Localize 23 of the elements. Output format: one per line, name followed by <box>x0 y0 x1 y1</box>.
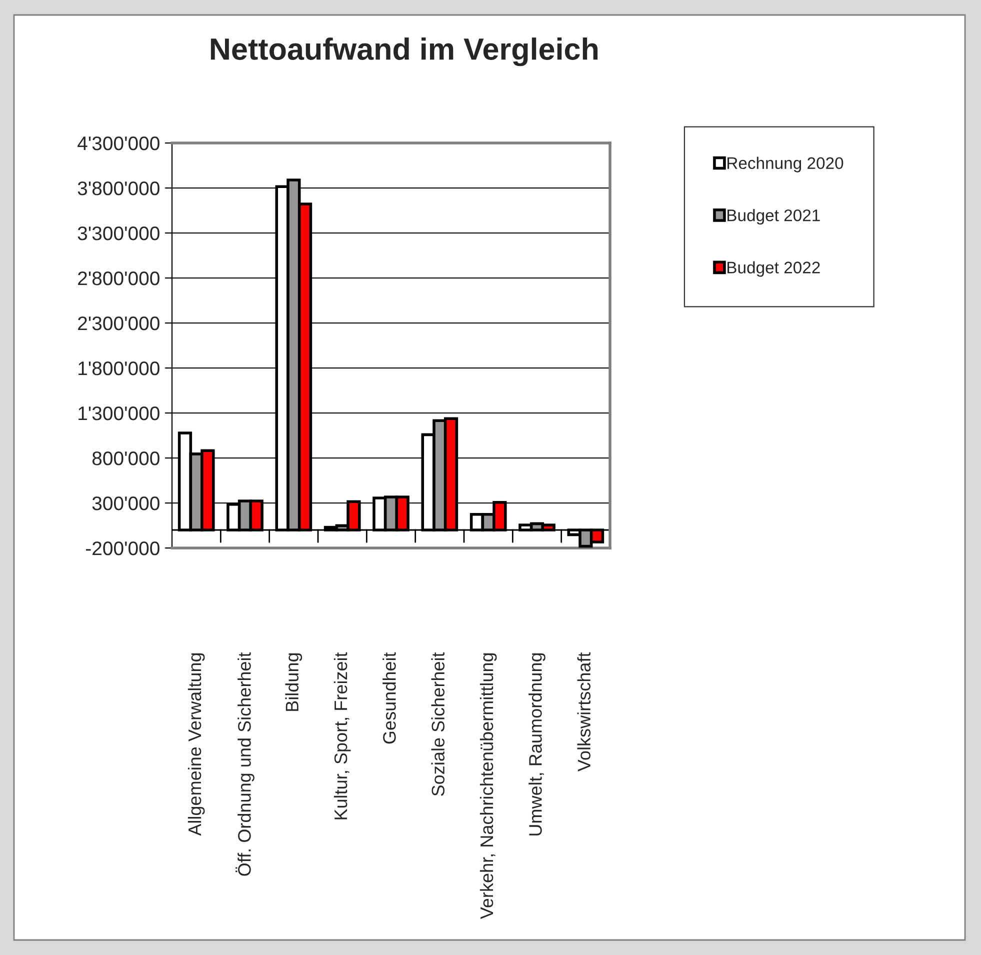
chart-title: Nettoaufwand im Vergleich <box>210 38 598 66</box>
x-tick-label: Öff. Ordnung und Sicherheit <box>236 652 254 876</box>
x-tick-label: Bildung <box>285 653 302 711</box>
x-tick-label: Gesundheit <box>382 652 396 744</box>
legend-label: Budget 2022 <box>727 261 820 277</box>
y-tick-label: 1'800'000 <box>78 361 160 376</box>
x-tick-label: Umwelt, Raumordnung <box>528 653 546 836</box>
x-tick-label: Soziale Sicherheit <box>431 652 445 796</box>
legend-label: Budget 2021 <box>727 209 820 225</box>
y-tick-label: 1'300'000 <box>78 406 160 420</box>
y-tick-label: 800'000 <box>92 451 160 466</box>
y-tick-label: 2'800'000 <box>78 271 160 286</box>
x-tick-label: Allgemeine Verwaltung <box>188 653 205 836</box>
y-tick-label: 2'300'000 <box>78 316 160 330</box>
y-tick-label: 3'800'000 <box>78 181 160 196</box>
legend-label: Rechnung 2020 <box>727 156 844 172</box>
x-tick-label: Volkswirtschaft <box>577 652 591 772</box>
y-tick-label: -200'000 <box>86 541 160 556</box>
x-tick-label: Verkehr, Nachrichtenübermittlung <box>480 653 497 920</box>
y-tick-label: 4'300'000 <box>78 136 160 150</box>
y-tick-label: 3'300'000 <box>78 226 160 240</box>
x-tick-label: Kultur, Sport, Freizeit <box>334 652 351 820</box>
y-tick-label: 300'000 <box>92 496 160 510</box>
